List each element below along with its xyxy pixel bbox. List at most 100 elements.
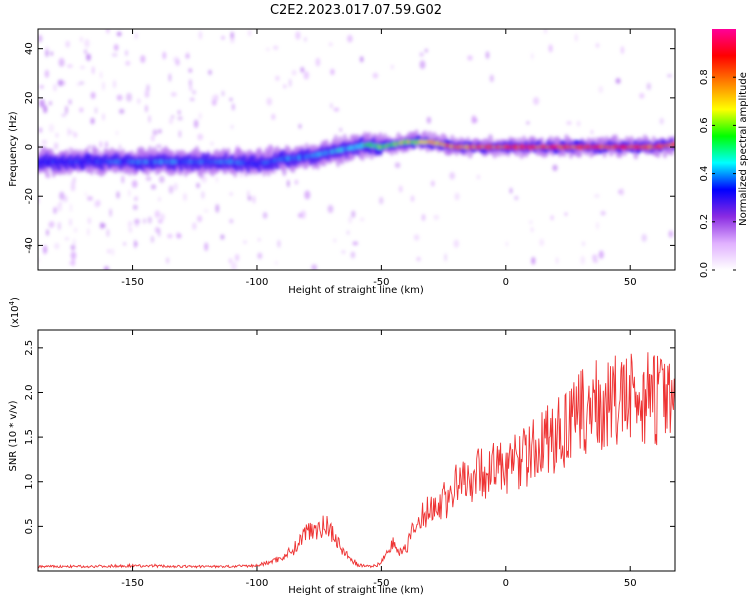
noise-speck (248, 29, 251, 37)
noise-speck (303, 71, 310, 80)
noise-speck (157, 228, 161, 237)
noise-speck (444, 253, 447, 262)
noise-speck (659, 117, 664, 125)
noise-speck (67, 127, 70, 137)
noise-speck (101, 81, 106, 91)
noise-speck (70, 251, 77, 260)
noise-speck (467, 55, 473, 61)
noise-speck (360, 56, 364, 63)
snr-frame (37, 329, 676, 572)
noise-speck (70, 182, 76, 192)
noise-speck (134, 218, 140, 225)
y-tick-label: 2.0 (24, 385, 35, 401)
noise-speck (109, 208, 112, 217)
noise-speck (327, 204, 334, 214)
noise-speck (564, 212, 568, 216)
noise-speck (69, 203, 73, 213)
noise-speck (509, 187, 513, 194)
noise-speck (203, 209, 209, 213)
noise-speck (126, 92, 132, 102)
noise-speck (53, 207, 57, 214)
noise-speck (198, 112, 202, 120)
noise-speck (639, 93, 645, 99)
noise-speck (433, 214, 440, 220)
noise-speck (178, 130, 181, 138)
y-tick-label: 40 (24, 42, 35, 55)
x-tick-label: -100 (246, 277, 269, 288)
noise-speck (426, 116, 432, 124)
noise-speck (140, 55, 146, 64)
snr-y-exponent-base: (x10 (10, 305, 21, 328)
noise-speck (598, 85, 604, 94)
noise-speck (87, 217, 92, 225)
noise-speck (204, 242, 209, 251)
noise-speck (64, 237, 70, 241)
noise-speck (410, 195, 415, 202)
noise-speck (189, 79, 192, 87)
noise-speck (170, 92, 177, 97)
noise-speck (170, 115, 175, 119)
noise-speck (55, 132, 59, 138)
noise-speck (197, 133, 204, 141)
noise-speck (196, 182, 200, 189)
noise-speck (594, 194, 600, 198)
noise-speck (162, 51, 167, 60)
noise-speck (53, 83, 57, 92)
noise-speck (210, 141, 214, 147)
snr-y-exponent: (x104) (8, 297, 21, 328)
noise-speck (160, 213, 165, 221)
noise-speck (128, 189, 131, 197)
noise-speck (198, 30, 202, 40)
snr-panel: -150 -100 -50 0 50 0.5 1.0 1.5 2.0 2.5 Height of… (8, 297, 676, 596)
spectrogram-marks (38, 29, 675, 270)
noise-speck (99, 141, 103, 148)
noise-speck (87, 145, 92, 149)
noise-speck (211, 94, 216, 102)
noise-speck (413, 234, 420, 241)
noise-speck (555, 257, 559, 264)
noise-speck (416, 256, 421, 262)
y-tick-label: 20 (24, 91, 35, 104)
noise-speck (615, 78, 621, 84)
noise-speck (581, 241, 586, 247)
noise-speck (128, 228, 133, 233)
noise-speck (143, 218, 146, 224)
noise-speck (189, 85, 192, 91)
spectrogram-y-axis-label: Frequency (Hz) (8, 111, 19, 187)
noise-speck (158, 196, 161, 202)
noise-speck (96, 199, 101, 206)
noise-speck (192, 222, 197, 230)
x-tick-label: -100 (246, 578, 269, 589)
noise-speck (41, 139, 48, 145)
noise-speck (62, 195, 68, 203)
noise-speck (596, 221, 599, 230)
noise-speck (315, 57, 321, 67)
noise-speck (598, 250, 604, 259)
noise-speck (419, 52, 424, 57)
noise-speck (68, 99, 72, 105)
noise-speck (152, 129, 158, 136)
noise-speck (107, 249, 111, 254)
noise-speck (193, 119, 199, 129)
noise-speck (150, 235, 155, 243)
noise-speck (295, 31, 301, 40)
colorbar-tick-label: 0.0 (699, 262, 710, 278)
noise-speck (134, 239, 137, 249)
noise-speck (48, 101, 52, 106)
noise-speck (48, 123, 55, 133)
noise-speck (46, 229, 49, 236)
noise-speck (44, 69, 50, 78)
noise-speck (243, 240, 247, 244)
snr-x-axis-label: Height of straight line (km) (288, 585, 424, 596)
noise-speck (529, 220, 533, 224)
noise-speck (552, 164, 558, 171)
noise-speck (39, 85, 44, 89)
noise-speck (333, 238, 336, 243)
noise-speck (73, 238, 76, 248)
noise-speck (182, 192, 188, 202)
noise-speck (155, 144, 162, 149)
noise-speck (576, 120, 581, 127)
noise-speck (230, 124, 234, 129)
colorbar-tick-label: 0.2 (699, 214, 710, 230)
noise-speck (50, 51, 53, 56)
